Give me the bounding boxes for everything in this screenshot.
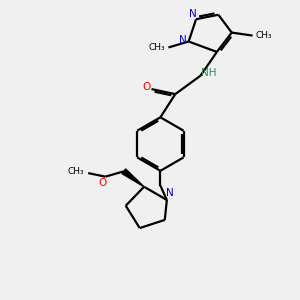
Text: O: O	[142, 82, 150, 92]
Text: N: N	[179, 35, 187, 45]
Polygon shape	[122, 169, 144, 187]
Text: O: O	[98, 178, 106, 188]
Text: N: N	[189, 9, 196, 19]
Text: CH₃: CH₃	[149, 43, 165, 52]
Text: CH₃: CH₃	[256, 31, 272, 40]
Text: CH₃: CH₃	[68, 167, 84, 176]
Text: N: N	[166, 188, 174, 198]
Text: NH: NH	[201, 68, 217, 78]
